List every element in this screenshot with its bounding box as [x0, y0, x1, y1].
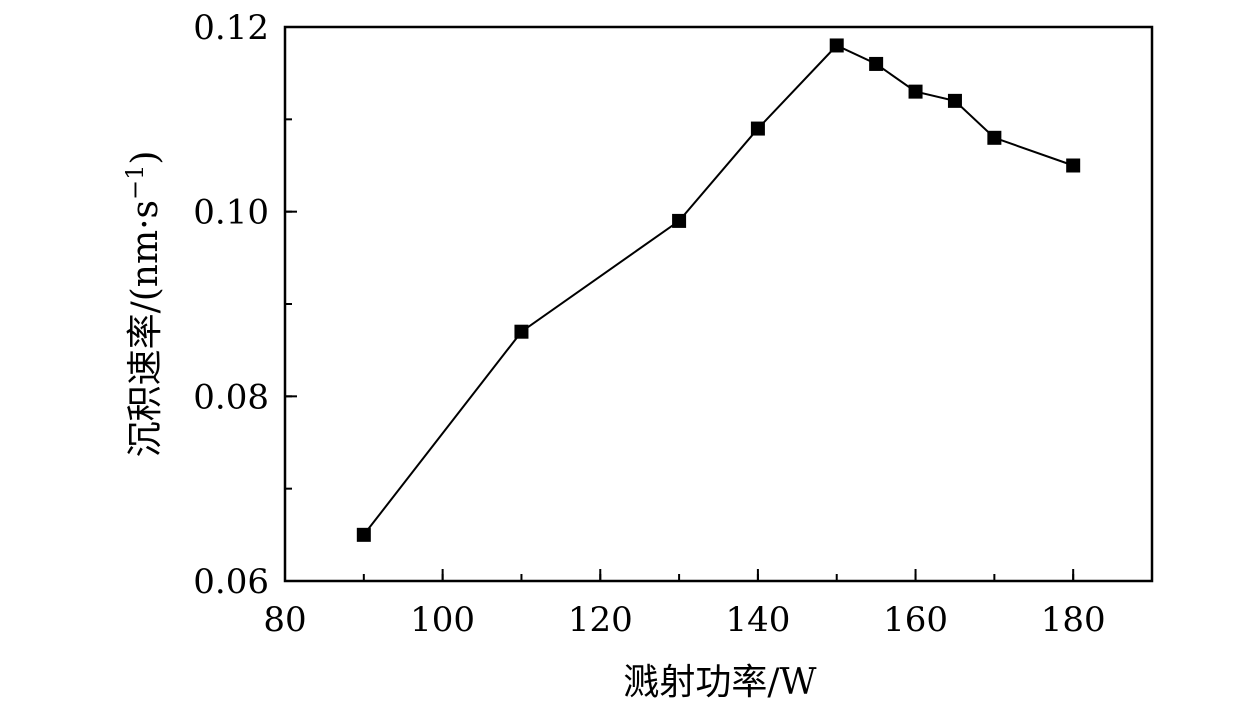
- data-point: [1066, 158, 1081, 173]
- x-tick-label: 100: [410, 600, 475, 640]
- y-axis-title-sup: −1: [121, 165, 149, 200]
- data-point: [987, 130, 1002, 145]
- x-tick-labels: 80 100 120 140 160 180: [263, 600, 1105, 640]
- x-tick-label: 80: [263, 600, 306, 640]
- data-point: [947, 93, 962, 108]
- x-tick-label: 160: [883, 600, 948, 640]
- plot-frame: [283, 25, 1154, 583]
- y-axis-title: 沉积速率/(nm·s−1): [121, 151, 166, 458]
- data-markers: [356, 38, 1081, 542]
- x-tick-label: 140: [725, 600, 790, 640]
- data-point: [908, 84, 923, 99]
- minor-ticks: [284, 26, 1153, 582]
- y-tick-label: 0.10: [193, 193, 269, 233]
- series-line: [363, 44, 1074, 536]
- x-tick-label: 120: [568, 600, 633, 640]
- y-tick-label: 0.06: [193, 562, 269, 602]
- data-point: [750, 121, 765, 136]
- data-point: [869, 56, 884, 71]
- data-point: [356, 527, 371, 542]
- data-point: [514, 324, 529, 339]
- data-point: [829, 38, 844, 53]
- x-axis-title: 溅射功率/W: [623, 662, 816, 703]
- y-axis-title-main: 沉积速率/(nm·s: [125, 200, 166, 457]
- y-tick-label: 0.08: [193, 377, 269, 417]
- y-tick-labels: 0.06 0.08 0.10 0.12: [193, 8, 269, 602]
- major-ticks: [284, 26, 1075, 582]
- x-tick-label: 180: [1041, 600, 1106, 640]
- y-tick-label: 0.12: [193, 8, 269, 48]
- data-point: [672, 213, 687, 228]
- y-axis-title-close: ): [125, 151, 166, 165]
